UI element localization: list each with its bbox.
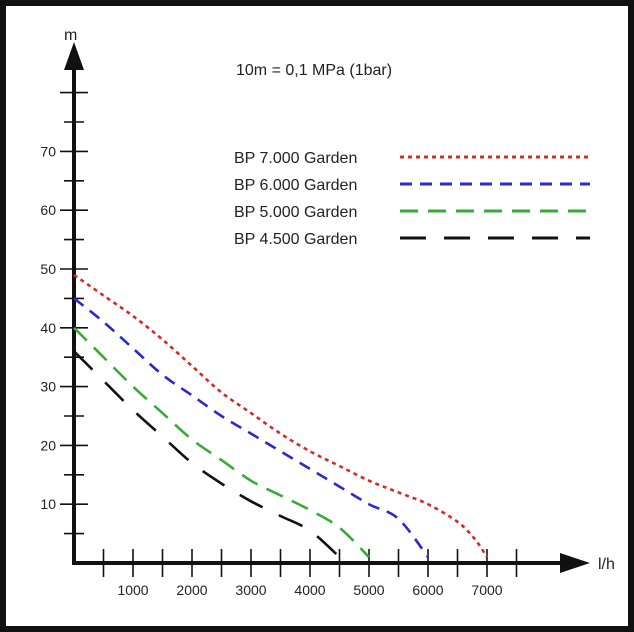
axes: [64, 42, 590, 573]
x-tick-label: 5000: [353, 582, 384, 598]
series-layer: [73, 273, 489, 559]
x-tick-label: 1000: [117, 582, 148, 598]
y-tick-label: 10: [40, 496, 56, 512]
x-tick-label: 7000: [471, 582, 502, 598]
series-line-4: [73, 350, 341, 559]
pressure-note: 10m = 0,1 MPa (1bar): [236, 62, 392, 79]
x-tick-label: 6000: [412, 582, 443, 598]
y-axis-label: m: [64, 27, 77, 44]
y-tick-label: 70: [40, 143, 56, 159]
x-tick-label: 2000: [176, 582, 207, 598]
x-tick-label: 3000: [235, 582, 266, 598]
x-axis-label: l/h: [598, 556, 615, 573]
y-tick-label: 20: [40, 437, 56, 453]
y-tick-label: 30: [40, 379, 56, 395]
series-line-2: [73, 297, 430, 558]
legend-label: BP 4.500 Garden: [234, 231, 357, 248]
y-ticks: 10 20 30 40 50 60 70: [40, 91, 88, 535]
series-line-1: [73, 273, 489, 558]
series-line-3: [73, 326, 370, 559]
y-axis-arrow: [64, 42, 84, 70]
x-axis-arrow: [560, 553, 590, 573]
x-tick-label: 4000: [294, 582, 325, 598]
y-tick-label: 40: [40, 320, 56, 336]
legend-label: BP 5.000 Garden: [234, 204, 357, 221]
x-ticks: 1000 2000 3000 4000 5000 6000 7000: [102, 549, 518, 598]
legend-label: BP 7.000 Garden: [234, 150, 357, 167]
y-tick-label: 50: [40, 261, 56, 277]
legend-label: BP 6.000 Garden: [234, 177, 357, 194]
legend: BP 7.000 Garden BP 6.000 Garden BP 5.000 G…: [234, 150, 590, 248]
y-tick-label: 60: [40, 202, 56, 218]
